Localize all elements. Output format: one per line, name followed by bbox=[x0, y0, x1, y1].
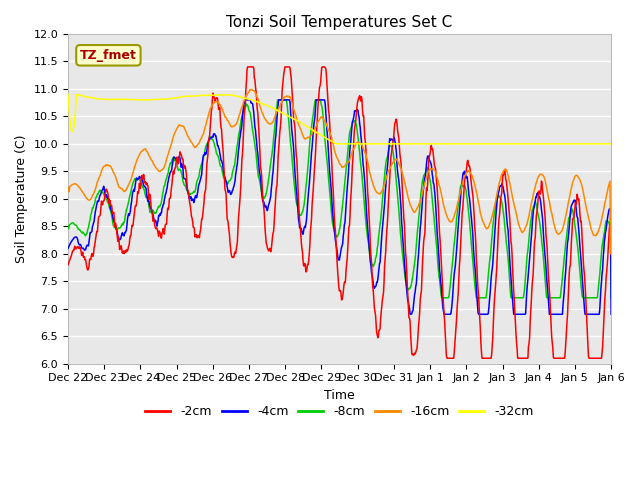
X-axis label: Time: Time bbox=[324, 389, 355, 402]
Legend: -2cm, -4cm, -8cm, -16cm, -32cm: -2cm, -4cm, -8cm, -16cm, -32cm bbox=[140, 400, 539, 423]
Y-axis label: Soil Temperature (C): Soil Temperature (C) bbox=[15, 134, 28, 263]
Text: TZ_fmet: TZ_fmet bbox=[80, 49, 137, 62]
Title: Tonzi Soil Temperatures Set C: Tonzi Soil Temperatures Set C bbox=[227, 15, 452, 30]
